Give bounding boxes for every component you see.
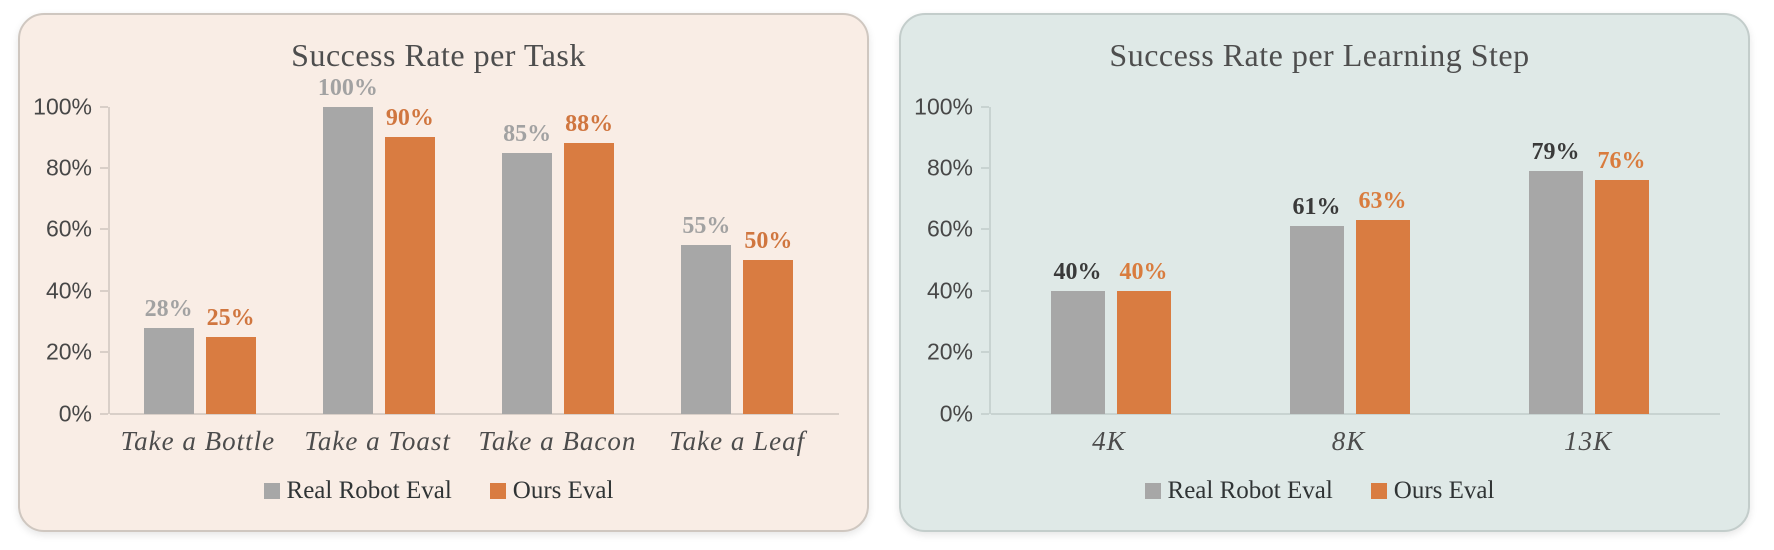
chart-body: 0% 20% 40% 60% 80% 100% 40% 40% 61% 63% 79% 76% 4K… (914, 93, 1720, 457)
legend-item-real-robot-eval: Real Robot Eval (263, 476, 452, 505)
bar-group: 100% 90% (289, 75, 468, 414)
y-axis-tick-label: 20% (926, 338, 973, 365)
bar-value-label: 25% (206, 304, 255, 331)
y-axis-tick-mark (100, 105, 108, 108)
bar-group: 55% 50% (648, 107, 827, 414)
bar-value-label: 100% (317, 74, 378, 101)
legend-label: Real Robot Eval (286, 476, 452, 504)
x-axis-labels: Take a Bottle Take a Toast Take a Bacon Tak… (108, 426, 839, 457)
y-axis-tick-label: 60% (45, 215, 92, 242)
legend: Real Robot Eval Ours Eval (38, 477, 839, 505)
legend-label: Ours Eval (1393, 476, 1495, 504)
legend-label: Real Robot Eval (1167, 476, 1333, 504)
y-axis-tick-label: 80% (45, 154, 92, 181)
y-axis-tick-mark (100, 289, 108, 292)
y-axis-tick-mark (981, 105, 989, 108)
category-label: 4K (1092, 425, 1126, 456)
bar-value-label: 40% (1119, 258, 1168, 285)
bar-value-label: 88% (565, 111, 614, 138)
bar-value-label: 85% (503, 120, 552, 147)
learning-step-chart-card: Success Rate per Learning Step 0% 20% 40% 6… (899, 13, 1750, 532)
bar-real-robot-eval: 61% (1289, 194, 1344, 414)
bar-group: 79% 76% (1469, 107, 1708, 414)
y-axis-tick-mark (981, 228, 989, 231)
legend-swatch (1144, 482, 1161, 499)
y-axis-tick-mark (100, 167, 108, 169)
legend-label: Ours Eval (512, 476, 614, 504)
bar-ours-eval: 40% (1116, 259, 1171, 414)
bar-value-label: 61% (1292, 194, 1341, 221)
y-axis-tick-label: 0% (58, 400, 92, 427)
bar-value-label: 40% (1053, 258, 1102, 285)
bar-value-label: 55% (682, 212, 731, 239)
category-label: Take a Bacon (478, 425, 637, 456)
chart-title: Success Rate per Learning Step (1109, 37, 1530, 73)
y-axis-tick-mark (100, 351, 108, 354)
bar-value-label: 79% (1531, 139, 1580, 166)
y-axis-tick-mark (100, 412, 108, 415)
bar-value-label: 76% (1597, 148, 1646, 175)
category-label: 8K (1331, 425, 1366, 456)
bar-ours-eval: 25% (205, 305, 256, 414)
bar-real-robot-eval: 79% (1528, 139, 1583, 414)
legend-item-real-robot-eval: Real Robot Eval (1144, 476, 1333, 505)
y-axis: 0% 20% 40% 60% 80% 100% (914, 93, 989, 426)
bar-group: 85% 88% (469, 107, 648, 414)
y-axis-tick-label: 60% (926, 215, 973, 242)
y-axis-tick-mark (981, 412, 989, 415)
task-chart-card: Success Rate per Task 0% 20% 40% 60% 80% 100%… (18, 13, 869, 532)
chart-body: 0% 20% 40% 60% 80% 100% 28% 25% 100% 90% 85% 88% 55… (33, 75, 839, 457)
category-label: 13K (1564, 425, 1613, 456)
bar-ours-eval: 76% (1594, 148, 1649, 414)
x-axis-line (110, 412, 839, 415)
bar-group: 40% 40% (991, 107, 1230, 414)
y-axis-tick-mark (100, 228, 108, 231)
bar-ours-eval: 90% (384, 105, 435, 414)
category-label: Take a Toast (304, 425, 451, 456)
legend-swatch (489, 482, 506, 499)
chart-title: Success Rate per Task (291, 37, 586, 73)
bar-real-robot-eval: 40% (1050, 259, 1105, 414)
legend-swatch (1370, 482, 1387, 499)
bar-ours-eval: 88% (564, 111, 615, 414)
bar-value-label: 63% (1358, 188, 1407, 215)
y-axis-tick-mark (981, 289, 989, 292)
y-axis-tick-label: 80% (926, 154, 973, 181)
plot-column: 28% 25% 100% 90% 85% 88% 55% 50% Take a Bottle T… (108, 75, 839, 457)
x-axis-labels: 4K 8K 13K (989, 426, 1720, 457)
category-label: Take a Leaf (669, 425, 806, 456)
bar-value-label: 90% (385, 105, 434, 132)
legend-item-ours-eval: Ours Eval (489, 476, 614, 505)
plot-column: 40% 40% 61% 63% 79% 76% 4K 8K 13K (989, 106, 1720, 457)
y-axis: 0% 20% 40% 60% 80% 100% (33, 93, 108, 426)
y-axis-tick-label: 20% (45, 338, 92, 365)
y-axis-tick-label: 40% (45, 277, 92, 304)
plot-area: 28% 25% 100% 90% 85% 88% 55% 50% (108, 75, 839, 415)
legend-item-ours-eval: Ours Eval (1370, 476, 1495, 505)
legend: Real Robot Eval Ours Eval (919, 477, 1720, 505)
bar-ours-eval: 63% (1355, 188, 1410, 414)
bar-real-robot-eval: 100% (318, 75, 378, 414)
plot-area: 40% 40% 61% 63% 79% 76% (989, 106, 1720, 415)
bar-group: 61% 63% (1230, 107, 1469, 414)
category-label: Take a Bottle (120, 425, 276, 456)
bar-real-robot-eval: 55% (681, 213, 732, 414)
y-axis-tick-label: 100% (914, 93, 973, 120)
y-axis-tick-label: 40% (926, 277, 973, 304)
bar-real-robot-eval: 85% (502, 121, 553, 414)
bar-value-label: 28% (144, 295, 193, 322)
y-axis-tick-label: 100% (33, 93, 92, 120)
bar-value-label: 50% (744, 228, 793, 255)
y-axis-tick-mark (981, 351, 989, 354)
y-axis-tick-label: 0% (939, 400, 973, 427)
bar-real-robot-eval: 28% (143, 296, 194, 414)
y-axis-tick-mark (981, 167, 989, 169)
bar-group: 28% 25% (110, 107, 289, 414)
x-axis-line (991, 412, 1720, 415)
bar-ours-eval: 50% (743, 228, 794, 414)
legend-swatch (263, 482, 280, 499)
